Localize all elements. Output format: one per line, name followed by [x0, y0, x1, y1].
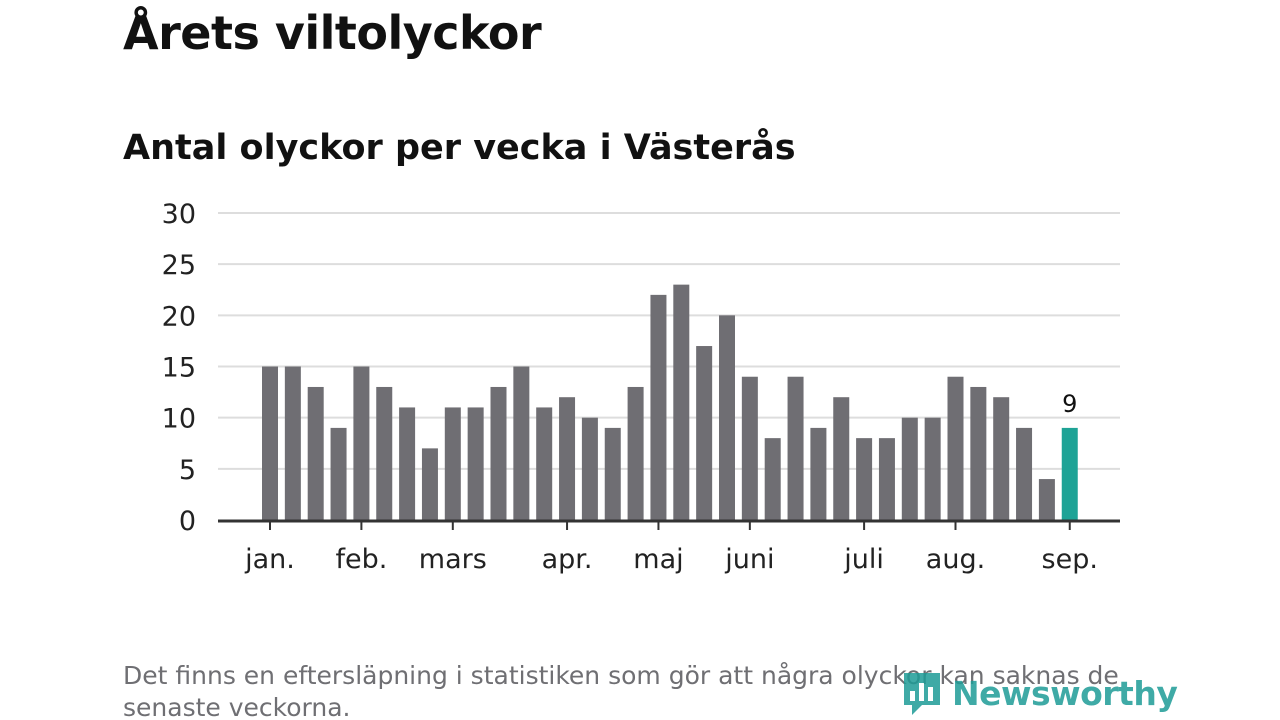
- bar: [353, 366, 370, 520]
- bar: [627, 386, 644, 520]
- bar: [330, 427, 347, 520]
- x-tick-label: aug.: [926, 544, 985, 575]
- bar: [764, 438, 781, 520]
- bar: [399, 407, 416, 520]
- y-tick-label: 10: [162, 404, 196, 435]
- bar: [376, 386, 393, 520]
- bar: [787, 376, 804, 520]
- x-tick-label: maj: [633, 544, 683, 575]
- x-tick-label: feb.: [335, 544, 387, 575]
- x-tick-label: juli: [843, 544, 884, 575]
- bar: [604, 427, 621, 520]
- y-tick-label: 30: [162, 199, 196, 230]
- bar: [810, 427, 827, 520]
- bar-highlight: [1061, 427, 1078, 520]
- bar: [947, 376, 964, 520]
- bar: [741, 376, 758, 520]
- bar: [581, 417, 598, 520]
- bar-chart: 0 5 10 15 20 25 30 jan. feb. mars apr. maj juni juli…: [162, 199, 1120, 575]
- x-tick-label: apr.: [542, 544, 593, 575]
- y-tick-label: 5: [179, 455, 196, 486]
- logo-text: Newsworthy: [952, 673, 1178, 713]
- bar: [262, 366, 278, 520]
- bar: [1038, 479, 1055, 520]
- y-tick-label: 0: [179, 506, 196, 537]
- x-tick-label: sep.: [1042, 544, 1098, 575]
- bar: [421, 448, 438, 520]
- bar: [673, 284, 690, 520]
- bar: [901, 417, 918, 520]
- y-tick-label: 20: [162, 301, 196, 332]
- bar: [856, 438, 873, 520]
- bar: [284, 366, 301, 520]
- page-title: Årets viltolyckor: [123, 6, 542, 60]
- bar: [490, 386, 507, 520]
- newsworthy-logo: Newsworthy: [900, 668, 1178, 718]
- bar: [924, 417, 941, 520]
- y-axis-ticks: 0 5 10 15 20 25 30: [162, 199, 196, 537]
- footnote: Det finns en eftersläpning i statistiken…: [123, 661, 1119, 720]
- data-label-latest: 9: [1062, 390, 1077, 418]
- bar: [444, 407, 461, 520]
- y-tick-label: 25: [162, 250, 196, 281]
- bar: [696, 346, 713, 520]
- bar: [559, 397, 576, 520]
- data-labels: 9: [1062, 390, 1077, 418]
- chart-subtitle: Antal olyckor per vecka i Västerås: [123, 128, 796, 168]
- x-tick-label: juni: [724, 544, 774, 575]
- y-tick-label: 15: [162, 353, 196, 384]
- bar: [307, 386, 324, 520]
- bar: [719, 315, 735, 520]
- x-tick-label: mars: [419, 544, 487, 575]
- x-axis-ticks: jan. feb. mars apr. maj juni juli aug. sep.: [244, 521, 1098, 575]
- bar: [993, 397, 1010, 520]
- bar: [536, 407, 553, 520]
- bar: [878, 438, 895, 520]
- bar: [513, 366, 530, 520]
- x-tick-label: jan.: [244, 544, 295, 575]
- bars: [262, 284, 1078, 520]
- bar: [1016, 427, 1033, 520]
- bar: [650, 294, 667, 520]
- newsworthy-logo-icon: [904, 673, 940, 715]
- bar: [970, 386, 987, 520]
- bar: [467, 407, 484, 520]
- bar: [833, 397, 850, 520]
